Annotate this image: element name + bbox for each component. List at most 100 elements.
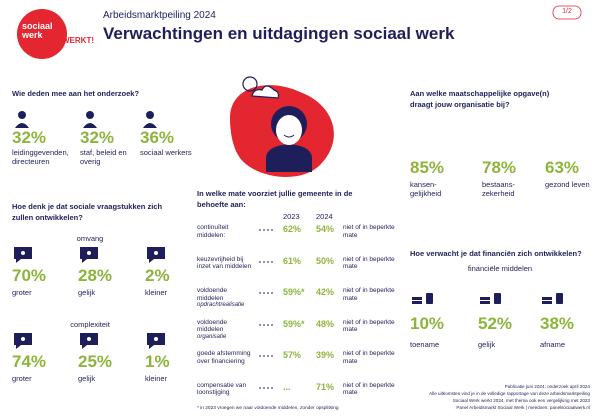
row-label-text: goede afstemming over financiering xyxy=(197,350,251,365)
percentage: 70% xyxy=(12,266,47,285)
row-label: voldoende middelen opdrachtrealisatie xyxy=(197,287,255,310)
row-label-text: voldoende middelen xyxy=(197,318,227,334)
footer-line: Panel Arbeidsmarkt Sociaal Werk | meedoe… xyxy=(456,405,590,410)
value-2023: 61% xyxy=(283,255,302,266)
label: afname xyxy=(540,340,566,349)
page-badge xyxy=(552,5,582,20)
row-label: voldoende middelen organisatie xyxy=(197,319,255,342)
title: Verwachtingen en uitdagingen sociaal wer… xyxy=(103,24,455,43)
percentage: 32% xyxy=(12,128,47,147)
row-label: keuzevrijheid bij inzet van middelen xyxy=(197,256,255,271)
value-2024: 42% xyxy=(316,287,335,297)
sun xyxy=(242,76,258,92)
value-2023: 57% xyxy=(283,350,302,360)
percentage: 1% xyxy=(145,352,170,371)
icon xyxy=(80,333,98,349)
logo-line: werk xyxy=(22,30,43,40)
label: gezond leven xyxy=(545,180,590,189)
person-smile xyxy=(283,134,295,138)
logo-tagline: WERKT! xyxy=(62,36,94,45)
logo-text: sociaal werk xyxy=(22,22,53,40)
label: kleiner xyxy=(145,374,168,383)
icon xyxy=(14,333,32,349)
percentage: 78% xyxy=(482,158,517,177)
row-label-text: continuïteit middelen: xyxy=(197,224,229,239)
label: sociaal werkers xyxy=(140,148,192,157)
icon xyxy=(147,247,165,263)
group-title: complexiteit xyxy=(70,320,110,329)
row-label: goede afstemming over financiering xyxy=(197,350,255,365)
question: Wie deden mee aan het onderzoek? xyxy=(12,89,140,98)
row-sublabel: opdrachtrealisatie xyxy=(197,302,245,308)
logo-line: sociaal xyxy=(22,21,53,31)
footnote: * in 2023 vroegen we naar voldoende midd… xyxy=(197,406,339,411)
cloud xyxy=(251,85,280,99)
icon xyxy=(542,293,563,304)
row-label-text: keuzevrijheid bij inzet van middelen xyxy=(197,255,252,271)
value-2024: 48% xyxy=(316,318,335,329)
question: Aan welke maatschappelijke opgave(n) dra… xyxy=(410,89,550,109)
label: groter xyxy=(12,374,32,383)
column-header: 2024 xyxy=(316,212,333,221)
label: gelijk xyxy=(78,288,96,297)
column-header: 2023 xyxy=(283,212,300,221)
row-note: niet of in beperkte mate xyxy=(343,318,395,334)
row-note: niet of in beperkte mate xyxy=(343,287,395,302)
row-label-text: compensatie van loonstijging xyxy=(197,381,247,397)
question: In welke mate voorziet jullie gemeente i… xyxy=(197,189,353,209)
person-face xyxy=(276,115,302,145)
value-2024: 50% xyxy=(316,255,335,266)
label: bestaans-zekerheid xyxy=(482,180,515,198)
logo-circle xyxy=(17,9,67,59)
label: gelijk xyxy=(478,340,496,349)
row-note: niet of in beperkte mate xyxy=(343,350,395,365)
row-icon xyxy=(259,355,275,357)
row-sublabel: organisatie xyxy=(197,333,227,340)
icon xyxy=(412,293,433,304)
icon xyxy=(83,111,97,128)
value-2023: 59%* xyxy=(283,287,305,297)
footer-line: Sociaal Werk werkt 2024, met thema ook e… xyxy=(452,398,590,403)
icon: undefined xyxy=(482,125,512,147)
percentage: 63% xyxy=(545,158,580,177)
value-2024: 39% xyxy=(316,350,335,360)
percentage: 38% xyxy=(540,314,575,333)
subtitle: Arbeidsmarktpeiling 2024 xyxy=(103,10,216,21)
label: gelijk xyxy=(78,374,96,383)
value-2023: 59%* xyxy=(283,318,305,329)
value-2023: ... xyxy=(283,381,291,392)
label: toename xyxy=(410,340,440,349)
icon xyxy=(480,293,501,304)
label: groter xyxy=(12,288,32,297)
percentage: 52% xyxy=(478,314,513,333)
row-icon xyxy=(259,292,275,294)
percentage: 36% xyxy=(140,128,175,147)
row-icon xyxy=(259,229,275,231)
row-label: compensatie van loonstijging xyxy=(197,382,255,397)
footer-line: Publicatie juni 2024; onderzoek april 20… xyxy=(504,384,590,389)
label: kansen-gelijkheid xyxy=(410,180,442,198)
icon xyxy=(14,247,32,263)
person-body xyxy=(266,144,312,172)
value-2024: 54% xyxy=(316,224,335,234)
percentage: 85% xyxy=(410,158,445,177)
icon: undefined xyxy=(410,125,440,147)
row-note: niet of in beperkte mate xyxy=(343,381,395,397)
row-icon xyxy=(259,261,275,262)
icon: undefined xyxy=(545,125,575,147)
icon xyxy=(80,247,98,263)
percentage: 2% xyxy=(145,266,170,285)
group-title: financiële middelen xyxy=(467,264,533,273)
row-note: niet of in beperkte mate xyxy=(343,224,395,239)
percentage: 74% xyxy=(12,352,47,371)
question: Hoe verwacht je dat financiën zich ontwi… xyxy=(410,249,582,258)
percentage: 28% xyxy=(78,266,113,285)
percentage: 10% xyxy=(410,314,445,333)
row-icon xyxy=(259,387,275,388)
row-note: niet of in beperkte mate xyxy=(343,255,395,271)
row-icon xyxy=(259,324,275,325)
page-number: 1/2 xyxy=(562,8,572,15)
percentage: 32% xyxy=(80,128,115,147)
